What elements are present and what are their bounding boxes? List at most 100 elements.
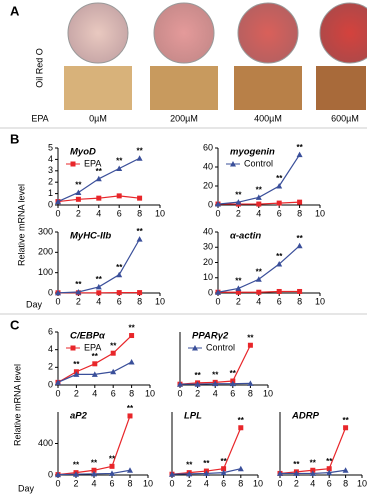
marker	[276, 288, 282, 294]
marker	[235, 289, 241, 295]
marker	[310, 467, 316, 473]
x-tick-label: 8	[137, 208, 142, 218]
x-tick-label: 2	[236, 208, 241, 218]
marker	[169, 471, 175, 477]
chart-title: PPARγ2	[192, 331, 229, 342]
chart-title: MyoD	[70, 147, 96, 158]
x-tick-label: 2	[236, 296, 241, 306]
significance-label: **	[296, 143, 303, 152]
marker	[296, 151, 303, 158]
panel-label: C	[10, 317, 20, 332]
marker	[110, 368, 117, 375]
y-tick-label: 4	[48, 344, 53, 354]
marker	[55, 379, 61, 385]
marker	[247, 380, 254, 386]
marker	[309, 470, 316, 476]
marker	[75, 288, 82, 295]
y-tick-label: 40	[203, 226, 213, 236]
dish	[237, 2, 299, 64]
marker	[343, 425, 349, 431]
marker	[276, 200, 282, 206]
x-tick-label: 10	[315, 208, 325, 218]
x-tick-label: 0	[169, 478, 174, 488]
y-tick-label: 200	[38, 247, 53, 257]
marker	[136, 155, 143, 161]
chart-title: MyHC-IIb	[70, 231, 111, 242]
marker	[136, 236, 143, 242]
marker	[129, 333, 135, 339]
marker	[256, 201, 262, 207]
chart-title: C/EBPα	[70, 331, 106, 342]
marker	[116, 290, 122, 296]
marker	[237, 465, 244, 472]
x-tick-label: 8	[137, 296, 142, 306]
significance-label: **	[293, 460, 300, 469]
y-tick-label: 1	[48, 188, 53, 198]
x-tick-label: 0	[215, 208, 220, 218]
significance-label: **	[75, 280, 82, 289]
x-tick-label: 6	[230, 388, 235, 398]
y-tick-label: 5	[48, 142, 53, 152]
y-tick-label: 10	[203, 272, 213, 282]
x-tick-label: 0	[55, 296, 60, 306]
x-tick-label: 2	[294, 478, 299, 488]
marker	[95, 283, 102, 290]
x-tick-label: 0	[277, 478, 282, 488]
marker	[238, 425, 244, 431]
significance-label: **	[136, 227, 143, 236]
marker	[194, 381, 201, 387]
chart-title: ADRP	[291, 411, 320, 422]
significance-label: **	[256, 186, 263, 195]
marker	[96, 195, 102, 201]
marker	[116, 271, 123, 278]
significance-label: **	[91, 458, 98, 467]
significance-label: **	[186, 461, 193, 470]
significance-label: **	[238, 416, 245, 425]
x-tick-label: 2	[76, 296, 81, 306]
x-tick-label: 10	[357, 478, 367, 488]
panel-label: A	[10, 3, 20, 18]
treatment-label: EPA	[31, 113, 48, 123]
y-tick-label: 0	[208, 287, 213, 297]
marker	[293, 470, 300, 476]
y-axis-label: Relative mRNA level	[16, 184, 26, 266]
marker	[92, 361, 98, 367]
legend-label: EPA	[84, 342, 101, 352]
marker	[127, 413, 133, 419]
chart-title: myogenin	[230, 147, 275, 158]
marker	[255, 276, 262, 282]
y-tick-label: 0	[48, 287, 53, 297]
marker	[95, 175, 102, 182]
micrograph	[234, 66, 302, 110]
y-tick-label: 0	[48, 379, 53, 389]
significance-label: **	[116, 263, 123, 272]
significance-label: **	[203, 459, 210, 468]
x-tick-label: 8	[248, 388, 253, 398]
significance-label: **	[92, 352, 99, 361]
x-tick-label: 2	[76, 208, 81, 218]
x-tick-label: 6	[277, 208, 282, 218]
x-tick-label: 4	[256, 208, 261, 218]
x-tick-label: 2	[74, 388, 79, 398]
x-tick-label: 8	[238, 478, 243, 488]
legend-label: Control	[206, 342, 235, 352]
marker	[203, 470, 210, 476]
marker	[127, 467, 133, 473]
legend-marker	[70, 161, 76, 167]
micrograph	[316, 66, 366, 110]
x-tick-label: 2	[195, 388, 200, 398]
x-tick-label: 10	[155, 208, 165, 218]
x-tick-label: 10	[315, 296, 325, 306]
significance-label: **	[247, 333, 254, 342]
significance-label: **	[110, 341, 117, 350]
significance-label: **	[73, 360, 80, 369]
stain-label: Oil Red O	[34, 48, 44, 88]
marker	[220, 469, 227, 476]
marker	[326, 466, 332, 472]
x-tick-label: 10	[253, 478, 263, 488]
x-tick-label: 6	[117, 296, 122, 306]
marker	[75, 189, 82, 195]
marker	[137, 290, 143, 296]
legend-label: EPA	[84, 158, 101, 168]
chart-title: α-actin	[230, 231, 261, 242]
